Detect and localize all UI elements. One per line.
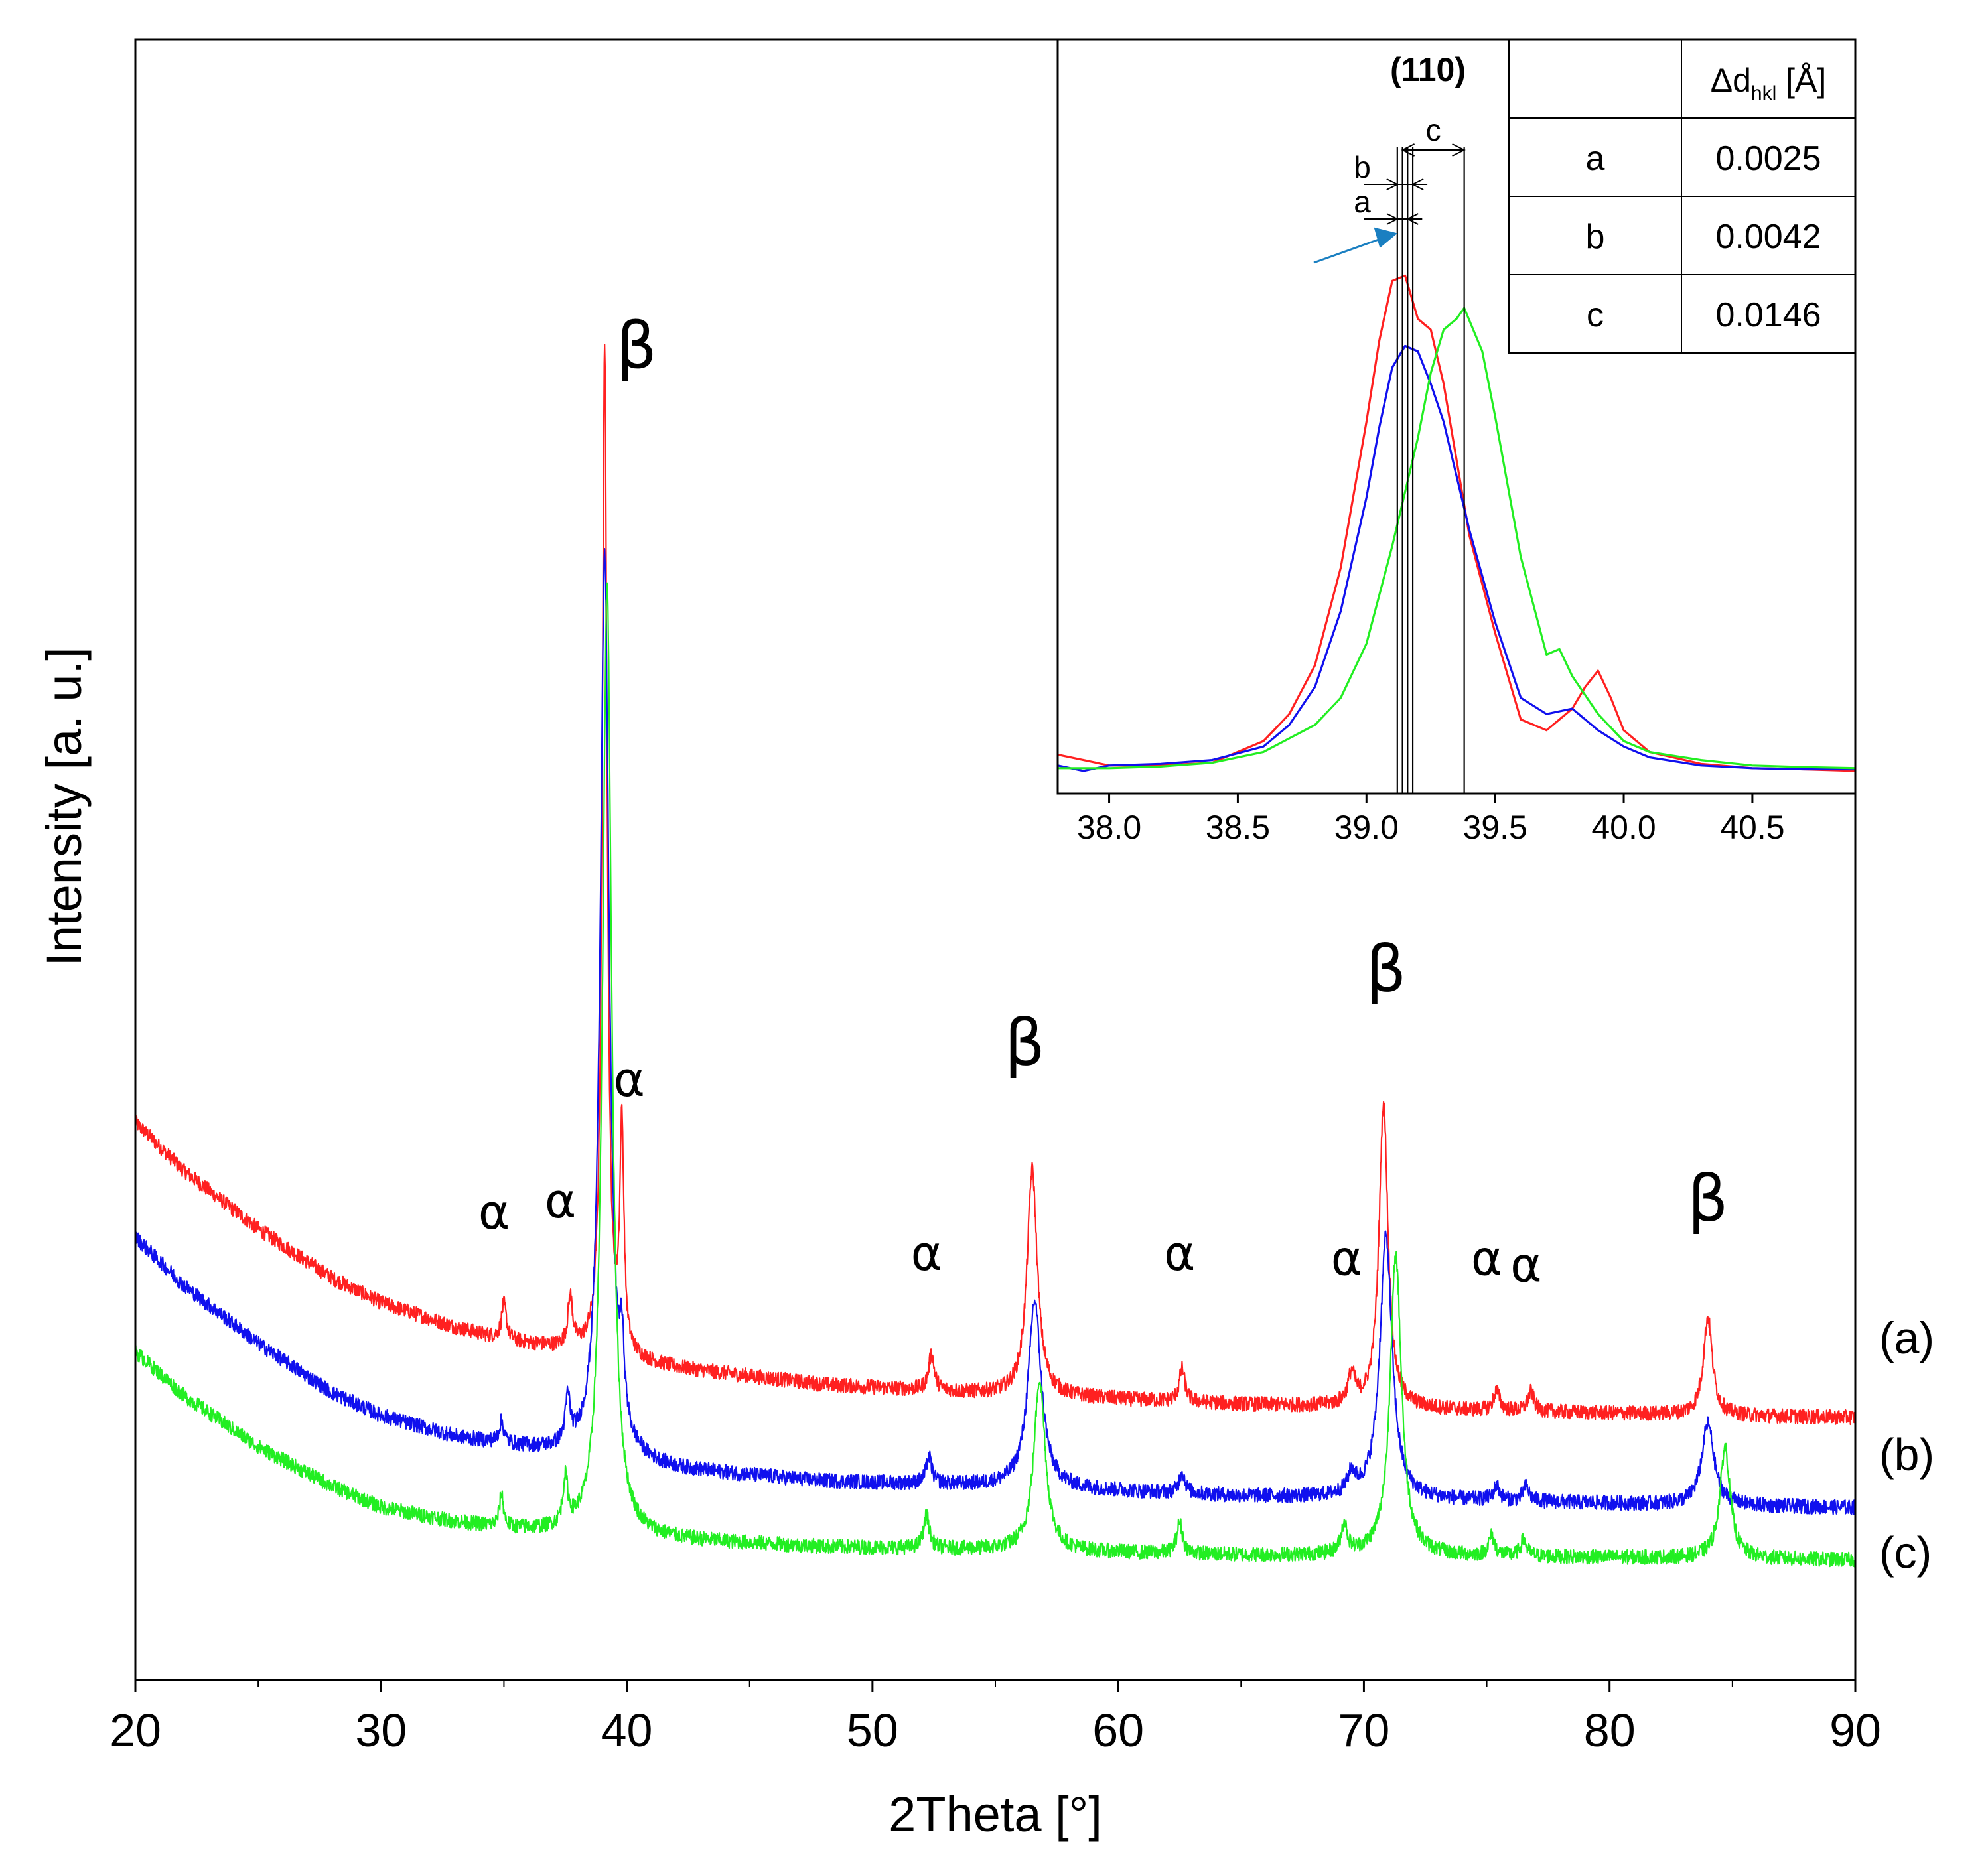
x-tick-label: 80 xyxy=(1584,1704,1636,1756)
table-row-label: a xyxy=(1586,139,1605,178)
x-tick-label: 20 xyxy=(109,1704,161,1756)
series-line-c xyxy=(134,582,1857,1568)
x-tick-label: 30 xyxy=(355,1704,407,1756)
alpha-phase-label: α xyxy=(1164,1225,1195,1281)
alpha-phase-label: α xyxy=(1331,1230,1362,1286)
inset-series-line-a xyxy=(1057,274,1856,772)
inset-plot-frame xyxy=(1056,38,1857,795)
beta-phase-label: β xyxy=(616,309,657,383)
alpha-phase-label: α xyxy=(478,1184,510,1240)
marker-arrowhead xyxy=(1401,143,1415,157)
inset-x-tick-label: 38.0 xyxy=(1077,809,1141,846)
main-x-tick-group: 20 30 40 50 60 70 80 90 xyxy=(109,1680,1881,1756)
marker-arrowhead xyxy=(1386,213,1399,225)
inset-x-tick-label: 39.0 xyxy=(1334,809,1399,846)
table-header-subscript: hkl xyxy=(1751,82,1776,104)
alpha-phase-label: α xyxy=(1510,1237,1541,1292)
curve-label: (c) xyxy=(1879,1528,1932,1578)
delta-d-table: Δdhkl [Å] a 0.0025 b 0.0042 c 0.0146 xyxy=(1508,38,1857,354)
inset-x-tick-label: 38.5 xyxy=(1206,809,1270,846)
curve-label-group: (a) (b) (c) xyxy=(1879,1313,1934,1578)
table-header-symbol: Δd xyxy=(1711,62,1751,99)
marker-arrowhead xyxy=(1386,178,1399,190)
marker-arrowhead xyxy=(1406,213,1419,225)
table-row-value: 0.0042 xyxy=(1715,218,1821,256)
table-row-value: 0.0146 xyxy=(1715,296,1821,334)
y-axis-title: Intensity [a. u.] xyxy=(36,647,92,966)
table-row-label: b xyxy=(1586,218,1605,256)
inset-plot: abc 38.0 38.5 39.0 39.5 40.0 40.5 (110) Δdhkl… xyxy=(1056,38,1857,846)
table-header-delta-d: Δdhkl [Å] xyxy=(1711,62,1827,104)
marker-label: a xyxy=(1354,184,1371,219)
series-line-a xyxy=(134,344,1857,1426)
x-axis-title: 2Theta [°] xyxy=(888,1787,1102,1842)
inset-series-line-b xyxy=(1057,344,1855,772)
main-series-group xyxy=(134,344,1857,1568)
x-tick-label: 70 xyxy=(1338,1704,1389,1756)
alpha-phase-label: α xyxy=(545,1173,576,1229)
inset-marker-group: ab c xyxy=(1313,113,1466,794)
beta-phase-label: β xyxy=(1366,932,1406,1006)
marker-arrowhead xyxy=(1411,178,1424,190)
alpha-phase-label: α xyxy=(911,1225,942,1281)
inset-x-tick-label: 40.0 xyxy=(1591,809,1656,846)
marker-label: c xyxy=(1426,113,1441,147)
x-tick-label: 90 xyxy=(1829,1704,1881,1756)
alpha-phase-label: α xyxy=(614,1052,645,1107)
beta-phase-label: β xyxy=(1005,1006,1045,1080)
pointer-arrow-head xyxy=(1374,227,1398,248)
table-row-value: 0.0025 xyxy=(1715,139,1821,178)
x-tick-label: 50 xyxy=(847,1704,898,1756)
curve-label: (a) xyxy=(1879,1313,1934,1363)
inset-x-tick-group: 38.0 38.5 39.0 39.5 40.0 40.5 xyxy=(1077,794,1785,846)
x-tick-label: 40 xyxy=(601,1704,653,1756)
marker-label: b xyxy=(1354,150,1371,184)
pointer-arrow-line xyxy=(1313,236,1385,264)
x-tick-label: 60 xyxy=(1092,1704,1144,1756)
inset-x-tick-label: 40.5 xyxy=(1720,809,1784,846)
table-row-label: c xyxy=(1587,296,1604,334)
marker-arrowhead xyxy=(1452,143,1466,157)
beta-phase-label: β xyxy=(1687,1162,1728,1236)
series-line-b xyxy=(134,548,1857,1515)
inset-x-tick-label: 39.5 xyxy=(1462,809,1527,846)
table-header-unit: [Å] xyxy=(1776,62,1826,99)
curve-label: (b) xyxy=(1879,1429,1934,1480)
inset-title: (110) xyxy=(1390,51,1466,88)
alpha-phase-label: α xyxy=(1471,1230,1502,1286)
